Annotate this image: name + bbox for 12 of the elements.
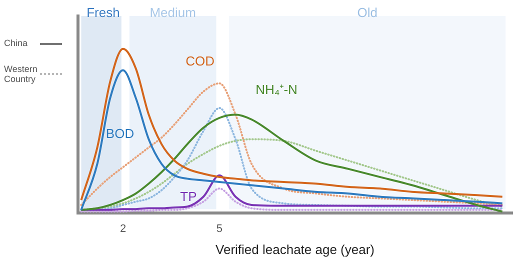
text: COD	[186, 53, 214, 68]
x-tick-label: 5	[216, 222, 223, 235]
series-label: NH₄⁺-N	[256, 82, 298, 98]
band-label: Medium	[150, 5, 196, 20]
band-label: Old	[357, 5, 378, 20]
text: China	[4, 38, 29, 48]
x-tick-label: 2	[120, 222, 126, 235]
x-axis-title: Verified leachate age (year)	[216, 242, 374, 257]
text: Western Country	[4, 64, 38, 84]
series-label: BOD	[106, 126, 134, 141]
band-label: Fresh	[86, 5, 120, 20]
series-label: TP	[180, 188, 197, 204]
